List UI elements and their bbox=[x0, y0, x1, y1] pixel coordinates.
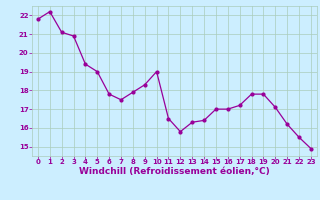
X-axis label: Windchill (Refroidissement éolien,°C): Windchill (Refroidissement éolien,°C) bbox=[79, 167, 270, 176]
